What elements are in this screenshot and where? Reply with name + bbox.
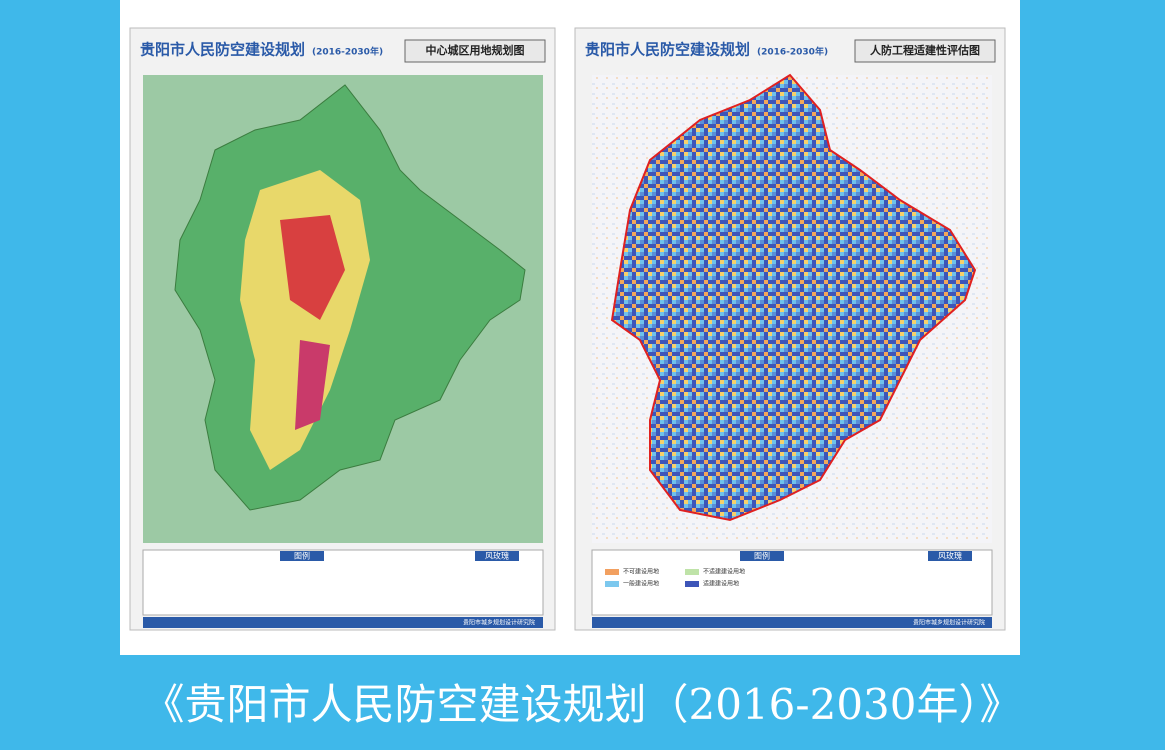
footer: 贵阳市城乡规划设计研究院: [463, 619, 535, 627]
legend-heading: 图例: [294, 551, 310, 561]
urban-core: [280, 215, 345, 320]
subtitle-box: [404, 39, 546, 63]
subtitle-box: [854, 39, 996, 63]
board-period: (2016-2030年): [757, 46, 828, 58]
legend-label: 适建建设用地: [703, 580, 739, 588]
legend-swatch: [605, 581, 619, 587]
map-board: 贵阳市人民防空建设规划 (2016-2030年) 人防工程适建性评估图 图例 风…: [574, 27, 1006, 631]
legend-swatch: [685, 569, 699, 575]
caption: 《贵阳市人民防空建设规划（2016-2030年）》: [143, 680, 1022, 729]
compass-heading: 风玫瑰: [938, 551, 962, 561]
board-period: (2016-2030年): [312, 46, 383, 58]
legend-label: 一般建设用地: [623, 580, 659, 588]
legend-box: [591, 549, 993, 616]
board-title: 贵阳市人民防空建设规划: [585, 41, 750, 59]
footer: 贵阳市城乡规划设计研究院: [913, 619, 985, 627]
legend-swatch: [605, 569, 619, 575]
compass-heading: 风玫瑰: [485, 551, 509, 561]
legend-swatch: [685, 581, 699, 587]
evaluation-area: [610, 73, 977, 522]
map-title: 人防工程适建性评估图: [870, 43, 980, 57]
legend-label: 不可建设用地: [623, 568, 659, 576]
urban-core: [295, 340, 330, 430]
map-board: 贵阳市人民防空建设规划 (2016-2030年) 中心城区用地规划图 图例 风玫…: [129, 27, 556, 631]
legend-heading: 图例: [754, 551, 770, 561]
legend-label: 不适建建设用地: [703, 568, 745, 576]
board-title: 贵阳市人民防空建设规划: [140, 41, 305, 59]
map-title: 中心城区用地规划图: [426, 43, 525, 57]
